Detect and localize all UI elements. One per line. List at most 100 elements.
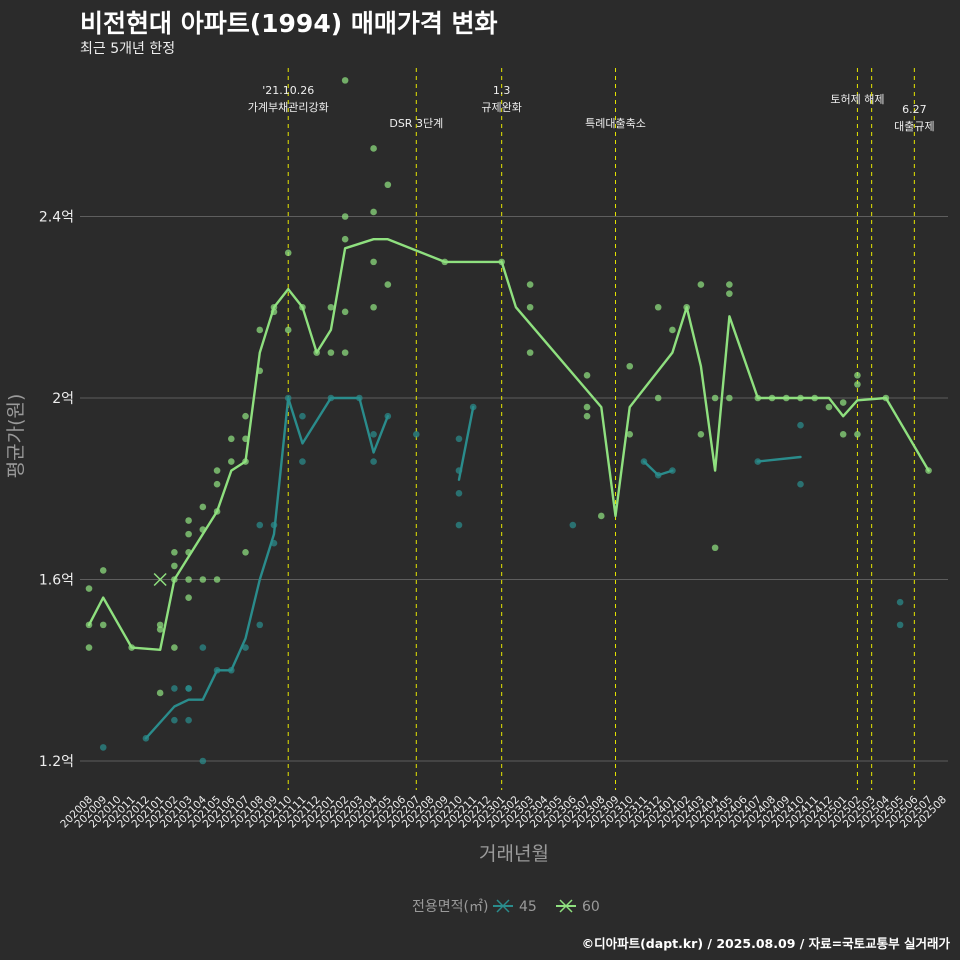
data-point-45 bbox=[797, 480, 804, 488]
event-label: 대출규제 bbox=[894, 120, 934, 133]
event-label: 가계부채관리강화 bbox=[248, 101, 329, 114]
data-point-60 bbox=[583, 412, 591, 420]
data-point-45 bbox=[797, 421, 804, 429]
data-point-60 bbox=[85, 644, 93, 651]
data-point-60 bbox=[654, 303, 662, 311]
series-line-45 bbox=[144, 396, 389, 740]
data-point-60 bbox=[99, 621, 107, 629]
data-point-60 bbox=[854, 372, 861, 379]
data-point-60 bbox=[341, 349, 349, 356]
data-point-60 bbox=[754, 394, 762, 402]
data-point-60 bbox=[526, 349, 534, 356]
data-point-60 bbox=[156, 621, 164, 629]
data-point-60 bbox=[327, 303, 335, 311]
data-point-60 bbox=[882, 394, 890, 402]
data-point-60 bbox=[726, 281, 733, 288]
data-point-45 bbox=[270, 539, 278, 547]
source-caption: ©디아파트(dapt.kr) / 2025.08.09 / 자료=국토교통부 실… bbox=[581, 936, 950, 951]
data-point-60 bbox=[213, 480, 221, 488]
data-point-45 bbox=[384, 412, 392, 420]
data-point-60 bbox=[526, 303, 534, 311]
data-point-45 bbox=[299, 412, 306, 420]
data-point-60 bbox=[256, 326, 264, 334]
series-line-45 bbox=[756, 455, 802, 463]
data-point-60 bbox=[128, 644, 135, 651]
data-point-60 bbox=[185, 530, 192, 538]
data-point-45 bbox=[185, 716, 192, 724]
data-point-45 bbox=[455, 489, 463, 497]
data-point-60 bbox=[185, 517, 192, 524]
data-point-45 bbox=[654, 471, 662, 479]
data-point-45 bbox=[256, 521, 264, 529]
legend-key-marker bbox=[496, 899, 510, 913]
event-label: '21.10.26 bbox=[262, 84, 314, 97]
data-point-60 bbox=[626, 362, 634, 370]
data-point-45 bbox=[896, 621, 904, 629]
data-point-60 bbox=[811, 394, 819, 402]
data-point-45 bbox=[412, 431, 420, 438]
data-point-60 bbox=[171, 562, 178, 570]
data-point-60 bbox=[185, 548, 192, 556]
data-point-45 bbox=[370, 458, 377, 465]
data-point-60 bbox=[370, 303, 377, 311]
data-point-45 bbox=[171, 685, 178, 692]
data-point-60 bbox=[726, 394, 733, 402]
data-point-45 bbox=[469, 403, 477, 411]
data-point-60 bbox=[228, 435, 235, 443]
data-point-60 bbox=[156, 689, 164, 697]
data-point-60 bbox=[669, 326, 676, 334]
data-point-60 bbox=[797, 394, 804, 402]
data-point-60 bbox=[341, 213, 349, 220]
data-point-60 bbox=[384, 181, 392, 189]
data-point-60 bbox=[199, 576, 207, 583]
data-point-60 bbox=[242, 412, 249, 420]
data-point-60 bbox=[242, 435, 249, 443]
legend-key-60 bbox=[556, 899, 576, 913]
data-point-45 bbox=[754, 458, 762, 465]
legend-label-45: 45 bbox=[519, 899, 537, 915]
data-point-45 bbox=[228, 666, 235, 674]
data-point-60 bbox=[185, 576, 192, 583]
data-point-60 bbox=[370, 145, 377, 152]
y-axis-title: 평균가(원) bbox=[5, 394, 27, 479]
data-point-60 bbox=[299, 303, 306, 311]
data-point-60 bbox=[697, 431, 705, 438]
data-point-60 bbox=[270, 303, 278, 311]
data-point-45 bbox=[185, 685, 192, 692]
data-point-60 bbox=[327, 349, 335, 356]
data-point-60 bbox=[839, 399, 847, 406]
data-point-60 bbox=[854, 381, 861, 388]
event-label: DSR 3단계 bbox=[389, 117, 443, 130]
x-marker-stroke bbox=[153, 572, 167, 587]
data-point-45 bbox=[455, 435, 463, 443]
data-point-60 bbox=[156, 626, 164, 633]
data-point-60 bbox=[370, 258, 377, 266]
x-marker-60 bbox=[153, 572, 167, 587]
data-point-45 bbox=[242, 644, 249, 651]
data-point-60 bbox=[242, 548, 249, 556]
event-label: 규제완화 bbox=[481, 101, 521, 114]
data-point-60 bbox=[341, 235, 349, 243]
y-axis: 1.2억 1.6억 2억 2.4억 bbox=[39, 210, 74, 771]
data-point-60 bbox=[697, 281, 705, 288]
event-label: 토허제 해제 bbox=[830, 92, 884, 106]
grid-lines bbox=[80, 216, 948, 762]
data-point-60 bbox=[583, 372, 591, 379]
data-point-45 bbox=[896, 598, 904, 606]
data-point-60 bbox=[341, 77, 349, 84]
data-point-60 bbox=[854, 431, 861, 438]
data-point-60 bbox=[768, 394, 776, 402]
data-point-60 bbox=[526, 281, 534, 288]
data-point-45 bbox=[199, 644, 207, 651]
y-tick-label: 2억 bbox=[52, 391, 74, 407]
data-point-45 bbox=[455, 467, 463, 474]
data-point-60 bbox=[341, 308, 349, 316]
legend-title: 전용면적(㎡) bbox=[412, 899, 488, 915]
data-point-60 bbox=[597, 512, 605, 520]
data-point-60 bbox=[213, 576, 221, 583]
data-point-60 bbox=[228, 458, 235, 465]
data-point-60 bbox=[99, 567, 107, 574]
data-point-60 bbox=[284, 326, 292, 334]
data-point-60 bbox=[683, 303, 690, 311]
